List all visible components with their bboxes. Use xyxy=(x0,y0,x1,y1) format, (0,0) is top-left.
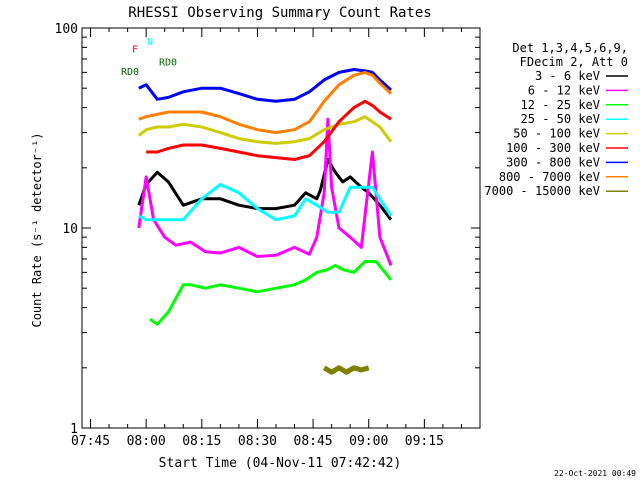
series-line-2 xyxy=(149,260,393,326)
flag-label-0: N xyxy=(147,37,153,48)
x-tick-label: 08:30 xyxy=(238,434,277,449)
flag-label-1: F xyxy=(132,44,138,55)
x-tick-label: 09:15 xyxy=(405,434,444,449)
series-line-8 xyxy=(322,365,370,375)
flag-label-3: RD0 xyxy=(121,67,139,78)
legend-label-3: 25 - 50 keV xyxy=(521,112,600,126)
y-tick-label: 1 xyxy=(70,422,78,437)
legend-header-line-2: FDecim 2, Att 0 xyxy=(520,55,628,69)
legend-label-6: 300 - 800 keV xyxy=(506,155,600,169)
legend-label-4: 50 - 100 keV xyxy=(513,127,600,141)
series-line-4 xyxy=(137,115,393,145)
y-axis-label: Count Rate (s⁻¹ detector⁻¹) xyxy=(30,132,44,327)
legend-label-0: 3 - 6 keV xyxy=(535,69,600,83)
legend-label-1: 6 - 12 keV xyxy=(528,83,600,97)
series-line-7 xyxy=(138,70,393,135)
series-line-5 xyxy=(146,99,392,161)
series-line-6 xyxy=(138,68,393,103)
x-tick-label: 09:00 xyxy=(349,434,388,449)
legend-label-5: 100 - 300 keV xyxy=(506,141,600,155)
legend-label-7: 800 - 7000 keV xyxy=(499,170,600,184)
legend-header-line-1: Det 1,3,4,5,6,9, xyxy=(512,41,628,55)
x-tick-label: 08:45 xyxy=(294,434,333,449)
x-axis-label: Start Time (04-Nov-11 07:42:42) xyxy=(159,456,402,471)
legend-label-8: 7000 - 15000 keV xyxy=(484,184,600,198)
x-tick-label: 08:00 xyxy=(127,434,166,449)
x-tick-label: 07:45 xyxy=(71,434,110,449)
series-line-3 xyxy=(138,183,393,222)
legend-label-2: 12 - 25 keV xyxy=(521,98,600,112)
x-tick-label: 08:15 xyxy=(182,434,221,449)
y-tick-label: 10 xyxy=(62,222,78,237)
series-line-1 xyxy=(137,117,393,266)
timestamp-label: 22-Oct-2021 00:49 xyxy=(554,469,636,478)
series-line-0 xyxy=(137,158,393,221)
chart-title: RHESSI Observing Summary Count Rates xyxy=(128,5,431,21)
flag-label-2: RD0 xyxy=(159,57,177,68)
y-tick-label: 100 xyxy=(55,22,78,37)
